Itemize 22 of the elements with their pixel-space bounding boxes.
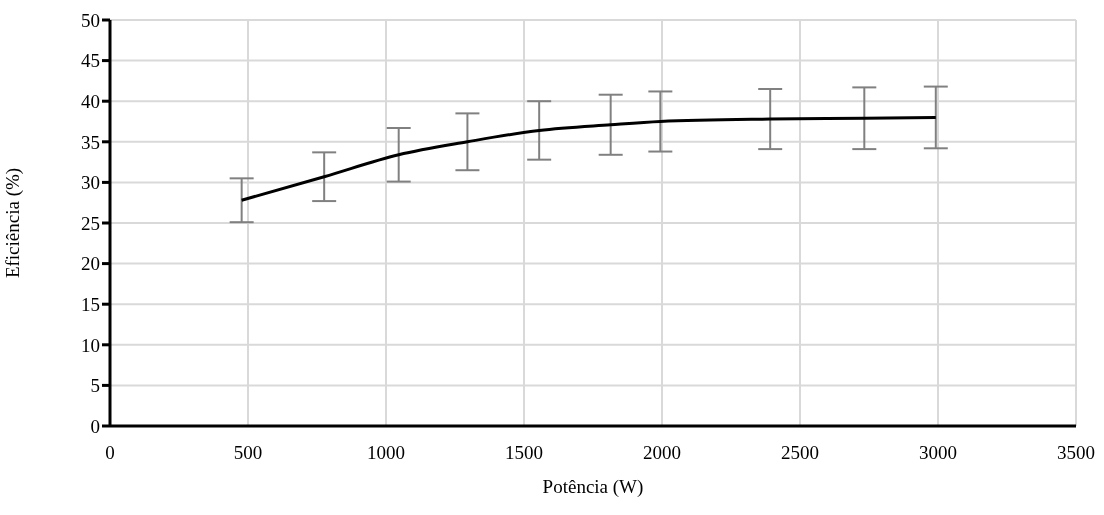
y-tick-label: 25 xyxy=(81,212,100,234)
y-axis-title: Eficiência (%) xyxy=(1,167,24,279)
y-tick-label: 20 xyxy=(81,253,100,275)
y-tick-label: 5 xyxy=(90,375,100,397)
y-tick-label: 0 xyxy=(90,415,100,437)
y-tick-label: 40 xyxy=(81,90,100,112)
y-tick-label: 15 xyxy=(81,293,100,315)
x-tick-label: 1000 xyxy=(367,442,405,464)
x-tick-label: 2500 xyxy=(781,442,819,464)
x-tick-label: 1500 xyxy=(505,442,543,464)
x-tick-label: 3000 xyxy=(919,442,957,464)
line-series xyxy=(240,115,938,202)
y-tick-label: 10 xyxy=(81,334,100,356)
y-tick-label: 50 xyxy=(81,9,100,31)
y-tick-label: 30 xyxy=(81,172,100,194)
y-tick-label: 35 xyxy=(81,131,100,153)
y-tick-label: 45 xyxy=(81,50,100,72)
x-axis-title: Potência (W) xyxy=(542,476,644,498)
x-tick-label: 2000 xyxy=(643,442,681,464)
x-tick-label: 0 xyxy=(105,442,115,464)
x-tick-label: 500 xyxy=(233,442,263,464)
x-tick-label: 3500 xyxy=(1057,442,1095,464)
